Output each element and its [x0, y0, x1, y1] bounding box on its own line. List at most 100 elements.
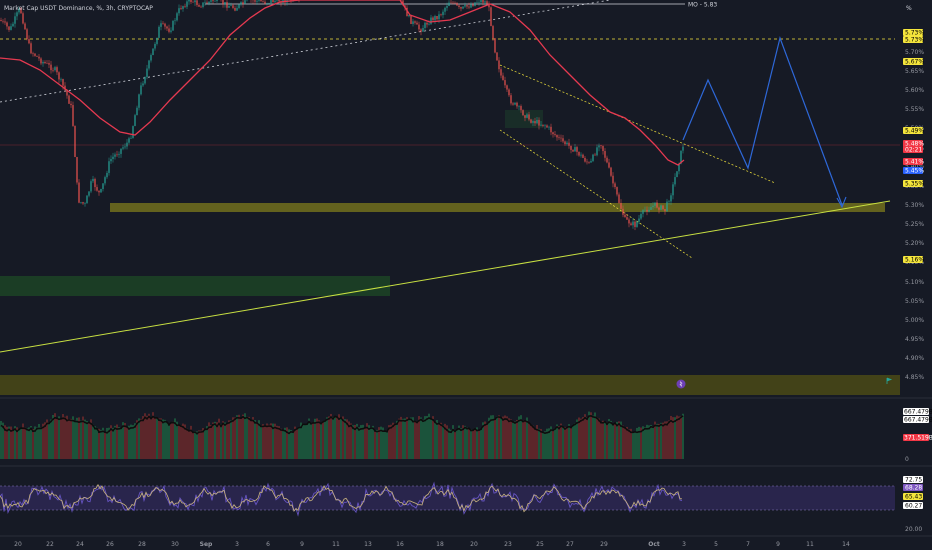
candle-body: [22, 13, 24, 24]
price-badge: 5.73%: [903, 29, 924, 37]
rising-trendline[interactable]: [0, 200, 891, 353]
candle-body: [568, 142, 570, 146]
candle-body: [232, 5, 234, 8]
price-axis[interactable]: 5.70%5.65%5.60%5.55%5.50%5.45%5.40%5.35%…: [905, 49, 924, 381]
candle-body: [4, 21, 6, 23]
time-label: 18: [436, 541, 444, 548]
time-label: 30: [171, 541, 179, 548]
candle-body: [112, 156, 114, 159]
channel-lower-line[interactable]: [499, 129, 693, 259]
candle-body: [140, 85, 142, 95]
svg-text:5.45%: 5.45%: [905, 168, 924, 175]
time-label: 9: [776, 541, 780, 548]
candle-body: [244, 0, 246, 4]
candle-body: [470, 4, 472, 8]
price-badge: 5.73%: [903, 36, 924, 44]
candle-body: [10, 26, 12, 30]
candle-body: [118, 153, 120, 155]
candle-body: [418, 24, 420, 30]
candle-body: [630, 223, 632, 226]
candle-body: [230, 5, 232, 7]
candle-body: [514, 102, 516, 105]
candle-body: [642, 210, 644, 214]
candle-body: [402, 0, 404, 6]
bolt-icon[interactable]: [676, 379, 686, 389]
price-tick-label: 5.20%: [905, 240, 924, 247]
candle-body: [84, 203, 86, 204]
candle-body: [466, 5, 468, 7]
rsi-ma-line: [0, 481, 683, 517]
candle-body: [36, 55, 38, 57]
candle-body: [618, 194, 620, 203]
candle-body: [214, 0, 216, 2]
candle-body: [202, 2, 204, 7]
rsi-line: [0, 483, 683, 513]
candle-body: [522, 110, 524, 116]
candle-body: [440, 14, 442, 16]
candle-body: [274, 0, 276, 3]
candle-body: [442, 11, 444, 16]
projection-path[interactable]: [682, 35, 843, 206]
candle-body: [114, 154, 116, 157]
price-tick-label: 5.40%: [905, 163, 924, 170]
candle-body: [552, 132, 554, 135]
flag-icon[interactable]: [886, 377, 893, 384]
price-tick-label: 5.10%: [905, 279, 924, 286]
rsi-badge: 65.43: [903, 493, 923, 501]
candle-body: [516, 102, 518, 107]
candle-body: [536, 119, 538, 124]
candle-body: [682, 146, 684, 151]
time-axis[interactable]: 20 22 24 26 28 30 Sep 3 6 9 11 13 16 18 20 23 25 27 29 Oct 3…: [14, 541, 850, 548]
candle-body: [54, 67, 56, 71]
candle-body: [530, 119, 532, 123]
time-label: 22: [46, 541, 54, 548]
candle-body: [76, 156, 78, 183]
candle-body: [666, 201, 668, 212]
time-label: 14: [842, 541, 850, 548]
candle-body: [48, 63, 50, 65]
candle-body: [32, 53, 34, 54]
candle-body: [632, 221, 634, 226]
candle-body: [668, 201, 670, 203]
candle-body: [626, 217, 628, 220]
volume-ma-line: [0, 415, 684, 435]
candle-body: [424, 22, 426, 28]
rsi-badge: 68.28: [903, 484, 923, 492]
dashed-trendline[interactable]: [0, 0, 611, 103]
svg-text:667.479B: 667.479B: [904, 409, 932, 416]
candle-body: [242, 2, 244, 4]
candle-body: [78, 182, 80, 203]
candle-body: [498, 60, 500, 70]
lower-yellow-zone: [0, 375, 900, 395]
candle-body: [254, 0, 256, 2]
candle-body: [426, 22, 428, 25]
candle-body: [580, 154, 582, 156]
candle-body: [502, 75, 504, 81]
candle-body: [110, 158, 112, 162]
candle-body: [272, 0, 274, 3]
candle-body: [582, 154, 584, 158]
time-label: 3: [235, 541, 239, 548]
svg-text:5.73%: 5.73%: [905, 30, 924, 37]
channel-upper-line[interactable]: [499, 64, 776, 184]
rsi-axis[interactable]: 20.00: [905, 526, 922, 533]
candle-body: [650, 207, 652, 210]
candle-body: [238, 4, 240, 9]
consolidation-zone: [505, 110, 543, 128]
candle-body: [266, 3, 268, 4]
svg-text:5.48%: 5.48%: [905, 141, 924, 148]
price-candles[interactable]: [0, 0, 684, 231]
time-label: 11: [806, 541, 814, 548]
price-tick-label: 5.65%: [905, 68, 924, 75]
moving-average-line[interactable]: [0, 0, 685, 166]
svg-text:5.67%: 5.67%: [905, 59, 924, 66]
candle-body: [550, 126, 552, 133]
candle-body: [182, 6, 184, 9]
candle-body: [538, 119, 540, 126]
candle-body: [488, 3, 490, 8]
price-badge: 5.67%: [903, 58, 924, 66]
candle-body: [468, 6, 470, 8]
candle-body: [26, 29, 28, 40]
time-label: 24: [76, 541, 84, 548]
